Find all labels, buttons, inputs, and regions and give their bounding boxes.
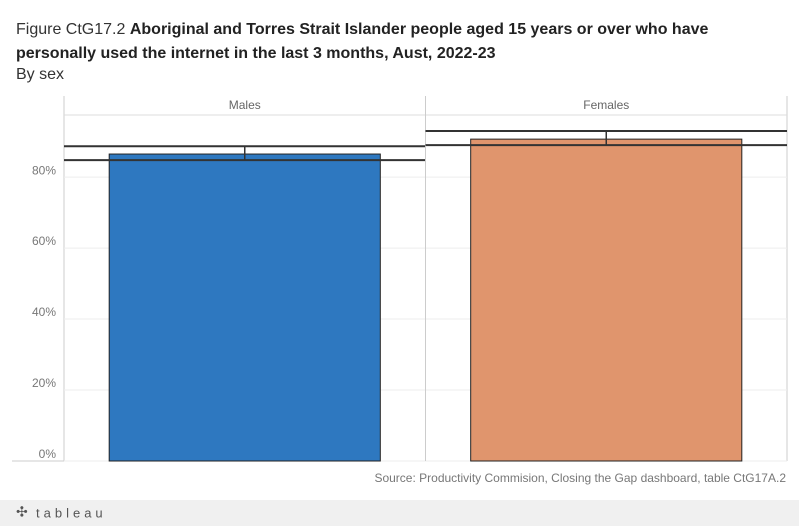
title-main: Aboriginal and Torres Strait Islander pe…	[16, 21, 709, 62]
y-tick-label: 80%	[32, 163, 56, 177]
footer-bar	[0, 500, 799, 526]
y-tick-label: 60%	[32, 234, 56, 248]
y-tick-label: 20%	[32, 376, 56, 390]
panel-header: Males	[229, 98, 261, 112]
source: Source: Productivity Commision, Closing …	[374, 471, 786, 485]
y-tick-label: 0%	[39, 447, 57, 461]
y-tick-label: 40%	[32, 305, 56, 319]
bar	[108, 153, 381, 462]
bar	[470, 138, 743, 462]
title-prefix: Figure CtG17.2	[16, 21, 126, 38]
panel-header: Females	[583, 98, 629, 112]
title: Figure CtG17.2 Aboriginal and Torres Str…	[16, 18, 791, 66]
footer-logo-plus: ✣	[16, 504, 28, 520]
subtitle: By sex	[16, 66, 65, 83]
footer-brand: tableau	[36, 505, 107, 520]
